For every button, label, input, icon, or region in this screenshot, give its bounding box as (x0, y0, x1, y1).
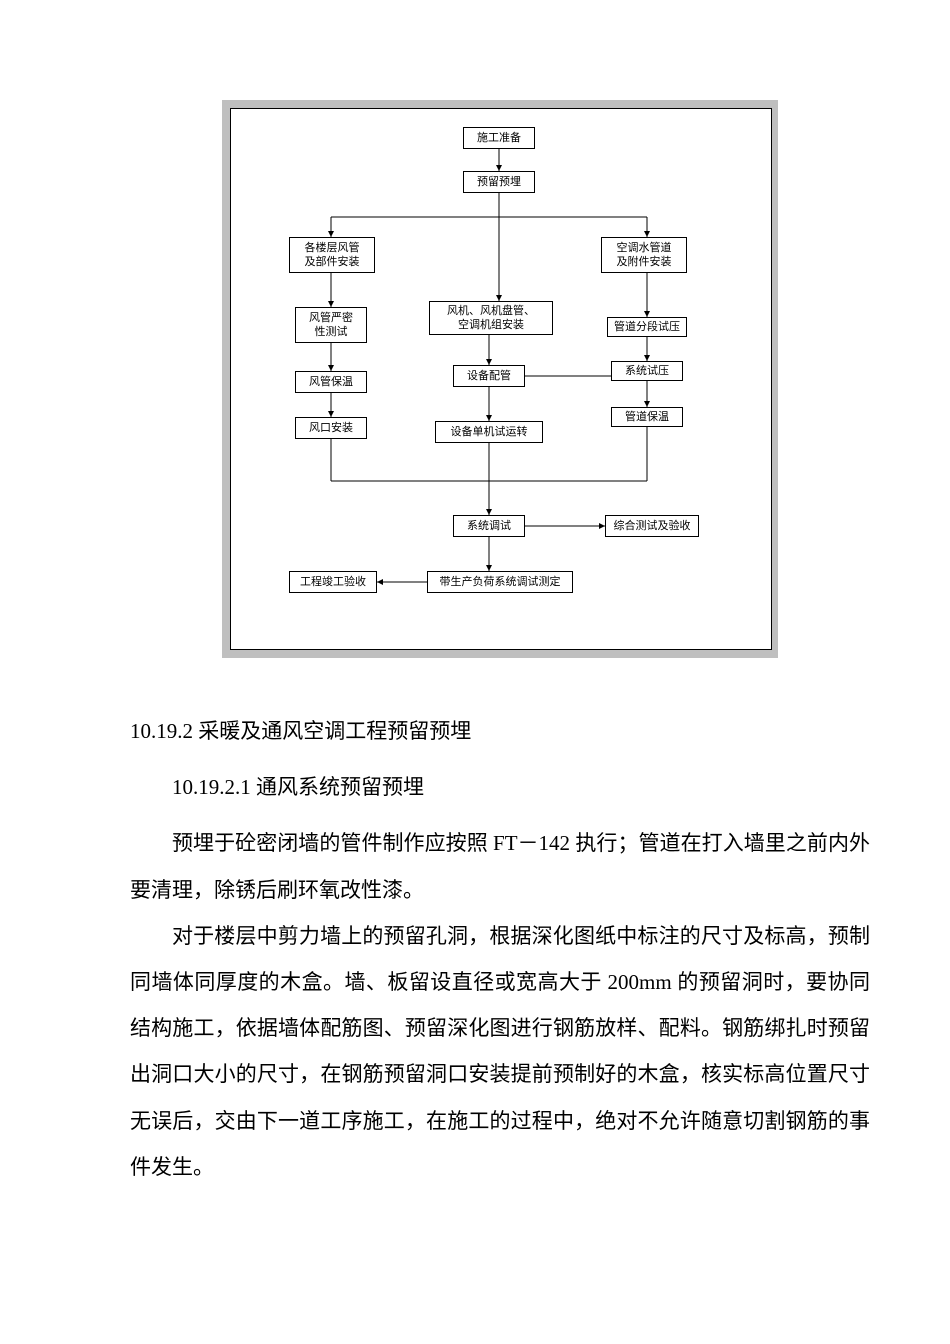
flowchart-node: 管道分段试压 (607, 317, 687, 337)
flowchart-node: 系统试压 (611, 361, 683, 381)
flowchart-node: 系统调试 (453, 515, 525, 537)
flowchart-node: 风管严密性测试 (295, 307, 367, 343)
flowchart-node: 工程竣工验收 (289, 571, 377, 593)
flowchart-node: 管道保温 (611, 407, 683, 427)
flowchart-node: 设备单机试运转 (435, 421, 543, 443)
paragraph-2: 对于楼层中剪力墙上的预留孔洞，根据深化图纸中标注的尺寸及标高，预制同墙体同厚度的… (130, 913, 870, 1190)
flowchart-node: 各楼层风管及部件安装 (289, 237, 375, 273)
page: 施工准备预留预埋各楼层风管及部件安装 空调水管道及附件安装风机、风机盘管、空调机组… (0, 0, 950, 1250)
section-heading: 10.19.2 采暖及通风空调工程预留预埋 (130, 708, 870, 754)
flowchart-node: 设备配管 (453, 365, 525, 387)
flowchart-node: 带生产负荷系统调试测定 (427, 571, 573, 593)
section-subheading: 10.19.2.1 通风系统预留预埋 (130, 764, 870, 810)
flowchart-node: 风管保温 (295, 371, 367, 393)
flowchart-node: 风口安装 (295, 417, 367, 439)
flowchart: 施工准备预留预埋各楼层风管及部件安装 空调水管道及附件安装风机、风机盘管、空调机组… (230, 108, 772, 650)
flowchart-outer: 施工准备预留预埋各楼层风管及部件安装 空调水管道及附件安装风机、风机盘管、空调机组… (222, 100, 778, 658)
flowchart-node: 风机、风机盘管、空调机组安装 (429, 301, 553, 335)
paragraph-1: 预埋于砼密闭墙的管件制作应按照 FT－142 执行；管道在打入墙里之前内外要清理… (130, 820, 870, 912)
flowchart-node: 综合测试及验收 (605, 515, 699, 537)
flowchart-node: 预留预埋 (463, 171, 535, 193)
flowchart-node: 空调水管道及附件安装 (601, 237, 687, 273)
flowchart-node: 施工准备 (463, 127, 535, 149)
